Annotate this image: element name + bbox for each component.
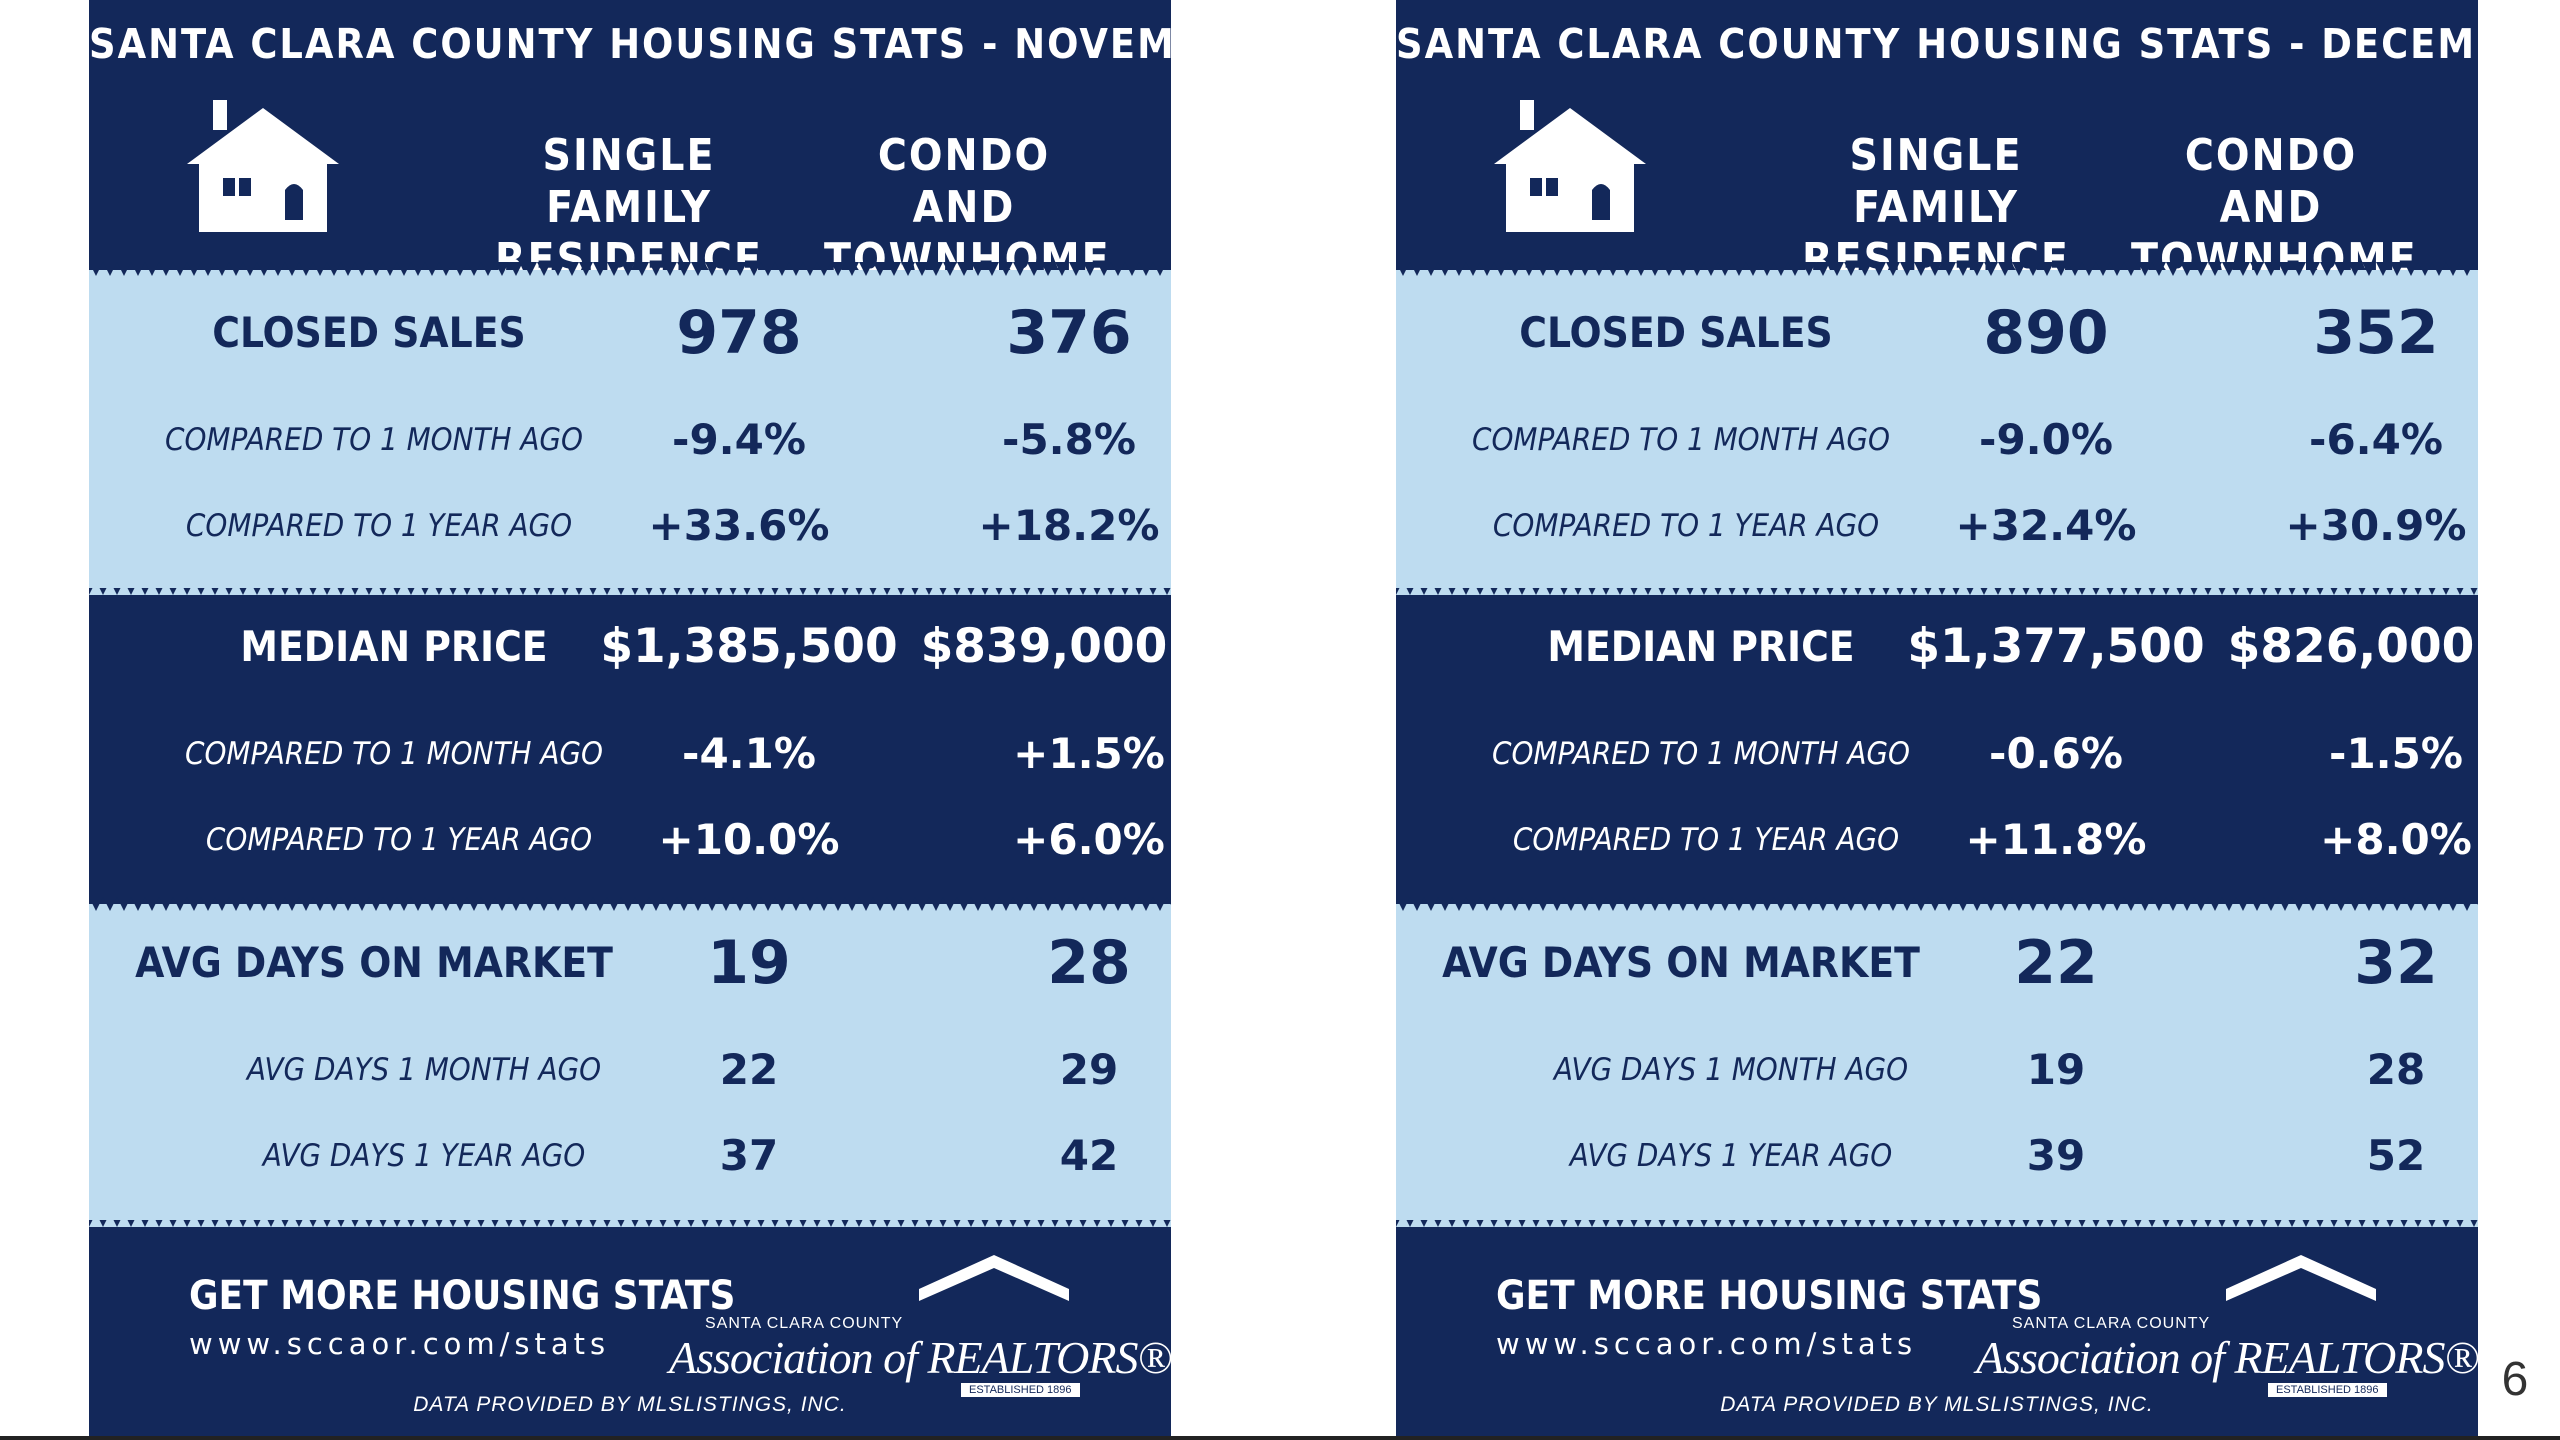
median-price-label: MEDIAN PRICE: [1547, 622, 1855, 671]
column-header-line: CONDO AND: [877, 130, 1051, 233]
median-price-month-sfr: -0.6%: [1989, 729, 2123, 778]
card-footer: GET MORE HOUSING STATS www.sccaor.com/st…: [89, 1225, 1171, 1440]
card-footer: GET MORE HOUSING STATS www.sccaor.com/st…: [1396, 1225, 2478, 1440]
median-price-month-condo: +1.5%: [1013, 729, 1165, 778]
logo-association-text: Association of REALTORS®: [669, 1332, 1171, 1383]
logo-county-text: SANTA CLARA COUNTY: [705, 1315, 904, 1332]
stats-card-november: SANTA CLARA COUNTY HOUSING STATS - NOVEM…: [89, 0, 1171, 1440]
data-credit: DATA PROVIDED BY MLSLISTINGS, INC.: [413, 1393, 847, 1416]
days-on-market-condo-value: 28: [1047, 928, 1131, 998]
days-on-market-label: AVG DAYS ON MARKET: [1442, 938, 1920, 987]
closed-sales-sfr-value: 890: [1983, 298, 2109, 368]
days-year-label: AVG DAYS 1 YEAR AGO: [1569, 1138, 1893, 1174]
stats-card-december: SANTA CLARA COUNTY HOUSING STATS - DECEM…: [1396, 0, 2478, 1440]
realtors-association-logo: SANTA CLARA COUNTY Association of REALTO…: [669, 1255, 1171, 1397]
median-price-month-condo: -1.5%: [2329, 729, 2463, 778]
house-icon: [187, 100, 339, 232]
median-price-year-condo: +6.0%: [1013, 815, 1165, 864]
closed-sales-month-label: COMPARED TO 1 MONTH AGO: [165, 422, 583, 458]
column-header-line: SINGLE FAMILY: [542, 130, 716, 233]
get-more-stats-heading: GET MORE HOUSING STATS: [1496, 1273, 2043, 1319]
zigzag-divider: [1396, 1213, 2478, 1227]
column-header-condo: CONDO AND TOWNHOME: [824, 130, 1109, 286]
closed-sales-year-label: COMPARED TO 1 YEAR AGO: [185, 508, 573, 544]
closed-sales-sfr-value: 978: [676, 298, 802, 368]
days-month-sfr: 22: [719, 1045, 779, 1094]
closed-sales-label: CLOSED SALES: [1519, 308, 1833, 357]
roof-logo-icon: [919, 1255, 1069, 1301]
days-on-market-condo-value: 32: [2354, 928, 2438, 998]
zigzag-divider: [89, 1213, 1171, 1227]
days-year-label: AVG DAYS 1 YEAR AGO: [262, 1138, 586, 1174]
closed-sales-year-sfr: +33.6%: [648, 501, 830, 550]
median-price-condo-value: $839,000: [920, 619, 1168, 674]
closed-sales-year-label: COMPARED TO 1 YEAR AGO: [1492, 508, 1880, 544]
closed-sales-month-label: COMPARED TO 1 MONTH AGO: [1472, 422, 1890, 458]
days-on-market-sfr-value: 22: [2014, 928, 2098, 998]
median-price-section: MEDIAN PRICE $1,377,500 $826,000 COMPARE…: [1396, 588, 2478, 904]
median-price-month-label: COMPARED TO 1 MONTH AGO: [185, 736, 603, 772]
stats-url-link[interactable]: www.sccaor.com/stats: [1496, 1327, 1918, 1361]
days-on-market-sfr-value: 19: [707, 928, 791, 998]
median-price-year-label: COMPARED TO 1 YEAR AGO: [205, 822, 593, 858]
page-number: 6: [2501, 1353, 2529, 1406]
days-on-market-section: AVG DAYS ON MARKET 22 32 AVG DAYS 1 MONT…: [1396, 904, 2478, 1220]
roof-logo-icon: [2226, 1255, 2376, 1301]
house-icon: [1494, 100, 1646, 232]
closed-sales-label: CLOSED SALES: [212, 308, 526, 357]
closed-sales-year-sfr: +32.4%: [1955, 501, 2137, 550]
closed-sales-month-sfr: -9.0%: [1979, 415, 2113, 464]
card-title: SANTA CLARA COUNTY HOUSING STATS - NOVEM…: [89, 20, 1171, 68]
closed-sales-year-condo: +30.9%: [2285, 501, 2467, 550]
median-price-year-sfr: +11.8%: [1965, 815, 2147, 864]
median-price-section: MEDIAN PRICE $1,385,500 $839,000 COMPARE…: [89, 588, 1171, 904]
logo-established-text: ESTABLISHED 1896: [961, 1383, 1080, 1397]
median-price-condo-value: $826,000: [2227, 619, 2475, 674]
median-price-month-label: COMPARED TO 1 MONTH AGO: [1492, 736, 1910, 772]
closed-sales-condo-value: 352: [2313, 298, 2439, 368]
days-month-label: AVG DAYS 1 MONTH AGO: [246, 1052, 602, 1088]
days-year-sfr: 37: [719, 1131, 779, 1180]
median-price-sfr-value: $1,385,500: [600, 619, 898, 674]
get-more-stats-heading: GET MORE HOUSING STATS: [189, 1273, 736, 1319]
column-header-line: SINGLE FAMILY: [1849, 130, 2023, 233]
zigzag-divider: [1396, 581, 2478, 595]
median-price-sfr-value: $1,377,500: [1907, 619, 2205, 674]
median-price-month-sfr: -4.1%: [682, 729, 816, 778]
logo-association-text: Association of REALTORS®: [1976, 1332, 2478, 1383]
days-on-market-section: AVG DAYS ON MARKET 19 28 AVG DAYS 1 MONT…: [89, 904, 1171, 1220]
realtors-association-logo: SANTA CLARA COUNTY Association of REALTO…: [1976, 1255, 2478, 1397]
days-year-condo: 52: [2366, 1131, 2426, 1180]
closed-sales-month-condo: -5.8%: [1002, 415, 1136, 464]
days-year-sfr: 39: [2026, 1131, 2086, 1180]
logo-established-text: ESTABLISHED 1896: [2268, 1383, 2387, 1397]
column-header-line: CONDO AND: [2184, 130, 2358, 233]
days-month-sfr: 19: [2026, 1045, 2086, 1094]
stats-url-link[interactable]: www.sccaor.com/stats: [189, 1327, 611, 1361]
zigzag-divider: [1396, 262, 2478, 276]
zigzag-divider: [89, 262, 1171, 276]
zigzag-divider: [89, 897, 1171, 911]
median-price-year-label: COMPARED TO 1 YEAR AGO: [1512, 822, 1900, 858]
card-title: SANTA CLARA COUNTY HOUSING STATS - DECEM…: [1396, 20, 2478, 68]
days-on-market-label: AVG DAYS ON MARKET: [135, 938, 613, 987]
closed-sales-condo-value: 376: [1006, 298, 1132, 368]
days-month-condo: 29: [1059, 1045, 1119, 1094]
logo-county-text: SANTA CLARA COUNTY: [2012, 1315, 2211, 1332]
closed-sales-year-condo: +18.2%: [978, 501, 1160, 550]
median-price-year-condo: +8.0%: [2320, 815, 2472, 864]
closed-sales-month-condo: -6.4%: [2309, 415, 2443, 464]
data-credit: DATA PROVIDED BY MLSLISTINGS, INC.: [1720, 1393, 2154, 1416]
days-month-label: AVG DAYS 1 MONTH AGO: [1553, 1052, 1909, 1088]
closed-sales-month-sfr: -9.4%: [672, 415, 806, 464]
zigzag-divider: [1396, 897, 2478, 911]
days-month-condo: 28: [2366, 1045, 2426, 1094]
days-year-condo: 42: [1059, 1131, 1119, 1180]
bottom-divider: [0, 1436, 2560, 1440]
median-price-year-sfr: +10.0%: [658, 815, 840, 864]
median-price-label: MEDIAN PRICE: [240, 622, 548, 671]
closed-sales-section: CLOSED SALES 890 352 COMPARED TO 1 MONTH…: [1396, 270, 2478, 588]
zigzag-divider: [89, 581, 1171, 595]
closed-sales-section: CLOSED SALES 978 376 COMPARED TO 1 MONTH…: [89, 270, 1171, 588]
